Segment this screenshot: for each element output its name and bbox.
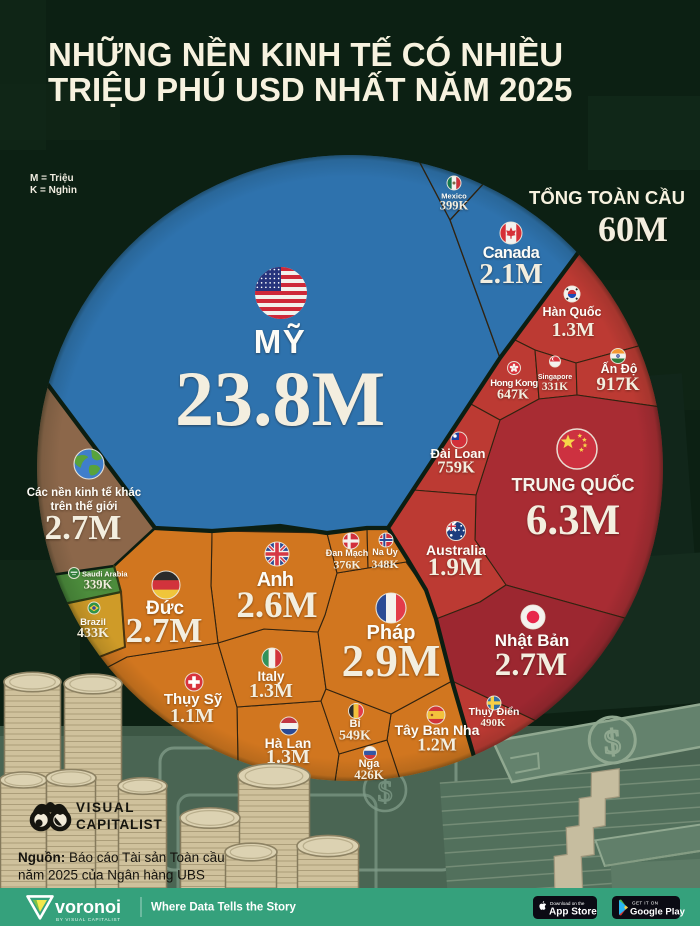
- svg-text:Hong Kong: Hong Kong: [490, 378, 538, 389]
- svg-text:TRUNG QUỐC: TRUNG QUỐC: [512, 474, 635, 495]
- svg-text:Download on the: Download on the: [550, 901, 585, 906]
- svg-text:Nhật Bản: Nhật Bản: [495, 631, 570, 650]
- svg-text:Đài Loan: Đài Loan: [431, 446, 486, 461]
- svg-text:MỸ: MỸ: [254, 323, 307, 360]
- svg-text:Đức: Đức: [146, 598, 184, 619]
- svg-text:Canada: Canada: [483, 244, 541, 262]
- svg-text:Hàn Quốc: Hàn Quốc: [542, 305, 601, 319]
- svg-text:376K: 376K: [333, 558, 361, 572]
- svg-text:Nguồn: Báo cáo Tài sản Toàn cầ: Nguồn: Báo cáo Tài sản Toàn cầu: [18, 850, 225, 865]
- svg-text:331K: 331K: [542, 381, 568, 393]
- svg-text:Các nền kinh tế khác: Các nền kinh tế khác: [27, 487, 142, 499]
- svg-text:2.7M: 2.7M: [495, 647, 567, 683]
- svg-text:$: $: [603, 723, 623, 761]
- svg-text:Singapore: Singapore: [538, 374, 572, 381]
- svg-text:2.7M: 2.7M: [126, 611, 203, 650]
- svg-text:1.9M: 1.9M: [428, 554, 483, 581]
- svg-text:CAPITALIST: CAPITALIST: [76, 817, 163, 832]
- svg-text:348K: 348K: [371, 557, 399, 571]
- svg-text:2.9M: 2.9M: [342, 636, 441, 686]
- svg-text:917K: 917K: [596, 374, 640, 395]
- svg-text:Saudi Arabia: Saudi Arabia: [82, 570, 128, 579]
- svg-text:M = Triệu: M = Triệu: [30, 173, 74, 184]
- svg-text:K = Nghìn: K = Nghìn: [30, 185, 77, 196]
- svg-text:Nga: Nga: [359, 758, 381, 770]
- svg-text:năm 2025 của Ngân hàng UBS: năm 2025 của Ngân hàng UBS: [18, 868, 205, 883]
- svg-text:VISUAL: VISUAL: [76, 800, 135, 815]
- svg-text:voronoi: voronoi: [55, 897, 121, 917]
- svg-text:NHỮNG NỀN KINH TẾ CÓ NHIỀU: NHỮNG NỀN KINH TẾ CÓ NHIỀU: [48, 36, 563, 73]
- svg-text:Thụy Sỹ: Thụy Sỹ: [164, 691, 223, 708]
- svg-text:Na Uy: Na Uy: [372, 547, 398, 557]
- svg-text:23.8M: 23.8M: [175, 355, 385, 442]
- svg-text:549K: 549K: [339, 729, 371, 744]
- svg-text:6.3M: 6.3M: [526, 497, 620, 544]
- svg-text:trên thế giới: trên thế giới: [51, 501, 118, 513]
- svg-text:Hà Lan: Hà Lan: [265, 735, 312, 751]
- svg-text:Mexico: Mexico: [441, 192, 467, 201]
- svg-text:1.1M: 1.1M: [170, 705, 214, 727]
- svg-text:647K: 647K: [497, 388, 529, 403]
- svg-text:GET IT ON: GET IT ON: [632, 901, 658, 906]
- svg-text:1.3M: 1.3M: [552, 320, 595, 341]
- svg-text:Italy: Italy: [257, 669, 285, 684]
- svg-text:759K: 759K: [437, 458, 475, 477]
- svg-text:2.1M: 2.1M: [479, 258, 543, 290]
- svg-text:399K: 399K: [440, 199, 469, 213]
- svg-text:Ấn Độ: Ấn Độ: [601, 361, 638, 376]
- svg-text:TỔNG TOÀN CẦU: TỔNG TOÀN CẦU: [529, 187, 685, 208]
- svg-text:Bỉ: Bỉ: [350, 718, 361, 730]
- svg-text:1.2M: 1.2M: [417, 735, 457, 755]
- svg-text:BY VISUAL CAPITALIST: BY VISUAL CAPITALIST: [56, 917, 121, 922]
- svg-text:1.3M: 1.3M: [266, 746, 310, 768]
- svg-text:60M: 60M: [598, 209, 668, 249]
- svg-text:Anh: Anh: [257, 569, 293, 591]
- svg-text:TRIỆU PHÚ USD NHẤT NĂM 2025: TRIỆU PHÚ USD NHẤT NĂM 2025: [48, 71, 572, 108]
- svg-text:490K: 490K: [480, 717, 506, 729]
- svg-text:Australia: Australia: [426, 542, 486, 558]
- svg-text:Pháp: Pháp: [367, 622, 416, 644]
- svg-text:426K: 426K: [354, 767, 385, 782]
- svg-text:Brazil: Brazil: [80, 617, 106, 628]
- svg-text:339K: 339K: [84, 578, 113, 592]
- svg-text:433K: 433K: [77, 626, 109, 641]
- svg-text:Thụy Điển: Thụy Điển: [469, 706, 520, 718]
- svg-text:Tây Ban Nha: Tây Ban Nha: [395, 722, 480, 738]
- svg-text:1.3M: 1.3M: [249, 680, 293, 702]
- svg-text:Where Data Tells the Story: Where Data Tells the Story: [151, 902, 296, 914]
- svg-text:App Store: App Store: [549, 907, 597, 918]
- svg-text:Đan Mạch: Đan Mạch: [326, 548, 369, 558]
- svg-text:2.6M: 2.6M: [236, 585, 317, 626]
- svg-text:$: $: [378, 775, 393, 808]
- svg-text:2.7M: 2.7M: [45, 508, 122, 547]
- svg-text:Google Play: Google Play: [630, 907, 686, 918]
